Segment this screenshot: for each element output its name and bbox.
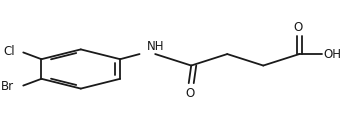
Text: O: O <box>293 21 303 34</box>
Text: Cl: Cl <box>3 45 14 58</box>
Text: NH: NH <box>147 40 164 53</box>
Text: O: O <box>185 87 195 99</box>
Text: Br: Br <box>1 80 14 93</box>
Text: OH: OH <box>323 48 342 61</box>
